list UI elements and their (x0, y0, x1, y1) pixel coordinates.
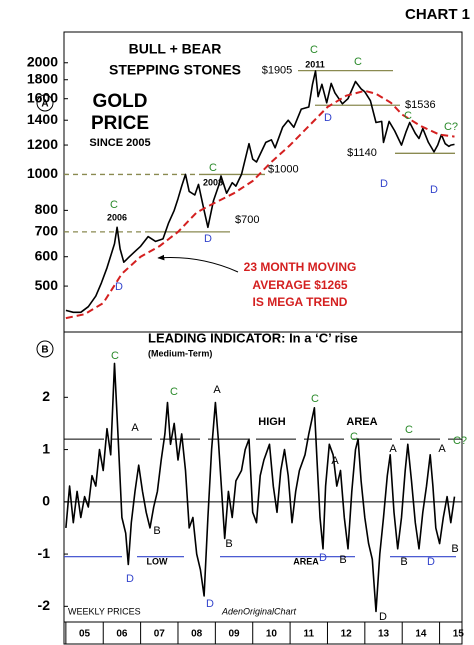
x-tick-label: 06 (116, 629, 128, 640)
annotation: D (206, 598, 214, 610)
panel-subtitle: (Medium-Term) (148, 348, 212, 358)
panel-tag-circle (36, 340, 54, 358)
footer-left: WEEKLY PRICES (68, 606, 141, 616)
annotation: A (213, 384, 221, 396)
annotation: D (204, 233, 212, 245)
annotation: 2008 (203, 177, 223, 187)
level-label: $700 (235, 214, 259, 226)
panel-tag: A (41, 99, 48, 110)
x-tick-label: 09 (228, 629, 240, 640)
panel-tag: B (41, 345, 48, 356)
subject: PRICE (91, 113, 149, 134)
annotation: C (405, 424, 413, 436)
y-tick-label: 500 (35, 277, 59, 293)
level-label: $1000 (268, 163, 299, 175)
annotation: C? (444, 121, 458, 133)
annotation: B (451, 543, 458, 555)
x-tick-label: 08 (191, 629, 203, 640)
y-tick-label: 800 (35, 201, 59, 217)
level-label: $1140 (347, 147, 377, 159)
annotation: D (380, 178, 388, 190)
annotation: C (404, 110, 412, 122)
footer-center: AdenOriginalChart (221, 606, 297, 616)
annotation: LOW (147, 556, 168, 566)
ma-note: IS MEGA TREND (253, 295, 348, 309)
annotation: D (379, 611, 387, 623)
annotation: C (111, 350, 119, 362)
annotation: B (225, 538, 232, 550)
x-tick-label: 05 (79, 629, 91, 640)
y-tick-label: 1200 (27, 136, 58, 152)
level-label: $1905 (262, 65, 293, 77)
annotation: B (400, 556, 407, 568)
annotation: D (319, 552, 327, 564)
y-tick-label: 1600 (27, 89, 58, 105)
annotation: A (131, 422, 139, 434)
data-line (65, 362, 456, 613)
annotation: B (153, 525, 160, 537)
y-tick-label: 1000 (27, 165, 58, 181)
panel-title: LEADING INDICATOR: In a ‘C’ rise (148, 330, 358, 345)
annotation: HIGH (258, 416, 286, 428)
y-tick-label: 1400 (27, 111, 58, 127)
data-line (65, 70, 455, 314)
y-tick-label: 0 (42, 493, 50, 509)
annotation: A (438, 443, 446, 455)
subject: GOLD (93, 91, 148, 112)
annotation: A (389, 443, 397, 455)
annotation: AREA (293, 556, 319, 566)
annotation: B (339, 554, 346, 566)
annotation: D (115, 281, 123, 293)
year-strip (63, 621, 463, 645)
y-tick-label: 1 (42, 440, 50, 456)
annotation: 2011 (305, 59, 325, 69)
annotation: C (354, 56, 362, 68)
x-tick-label: 07 (154, 629, 166, 640)
annotation: C (350, 431, 358, 443)
y-tick-label: 1800 (27, 70, 58, 86)
y-tick-label: -1 (38, 545, 51, 561)
x-tick-label: 12 (341, 629, 353, 640)
x-tick-label: 13 (378, 629, 390, 640)
heading: BULL + BEAR (129, 41, 222, 57)
x-tick-label: 10 (266, 629, 278, 640)
ma-note: 23 MONTH MOVING (244, 260, 357, 274)
annotation: C (310, 44, 318, 56)
y-tick-label: 2 (42, 388, 50, 404)
chart-title: CHART 1 (405, 6, 470, 23)
annotation: AREA (346, 416, 377, 428)
ma-arrow (157, 254, 239, 273)
data-line (65, 89, 455, 320)
annotation: D (427, 556, 435, 568)
level-label: $1536 (405, 99, 436, 111)
annotation: C (170, 386, 178, 398)
x-tick-label: 15 (453, 629, 465, 640)
x-tick-label: 14 (415, 629, 427, 640)
since: SINCE 2005 (89, 137, 150, 149)
annotation: A (331, 455, 339, 467)
annotation: D (324, 112, 332, 124)
y-tick-label: 2000 (27, 53, 58, 69)
annotation: C (209, 162, 217, 174)
y-tick-label: 700 (35, 223, 59, 239)
ma-note: AVERAGE $1265 (252, 278, 347, 292)
x-tick-label: 11 (303, 629, 314, 640)
panel-tag-circle (36, 94, 54, 112)
annotation: C (110, 199, 118, 211)
annotation: 2006 (107, 212, 127, 222)
annotation: C? (453, 435, 467, 447)
annotation: C (311, 393, 319, 405)
heading: STEPPING STONES (109, 62, 241, 78)
annotation: D (430, 184, 438, 196)
annotation: D (126, 573, 134, 585)
y-tick-label: 600 (35, 247, 59, 263)
y-tick-label: -2 (38, 597, 51, 613)
